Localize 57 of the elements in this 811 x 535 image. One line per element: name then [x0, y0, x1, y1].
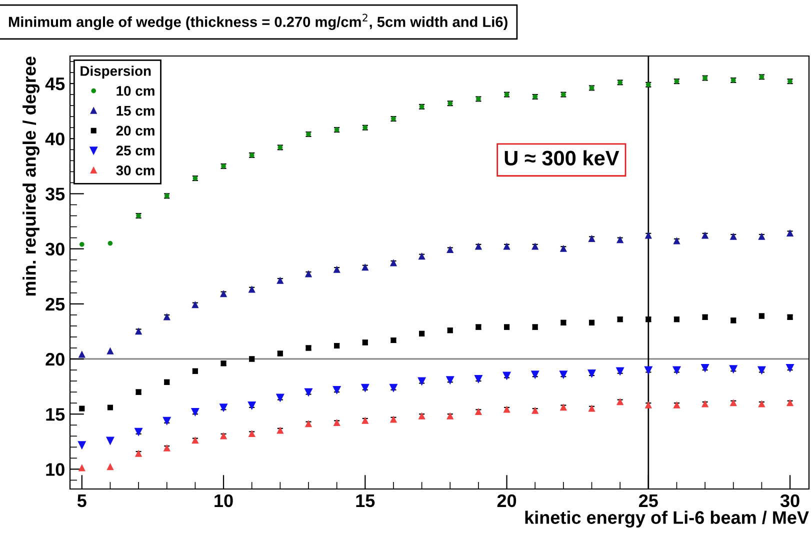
- point: [79, 406, 85, 412]
- point: [418, 377, 426, 385]
- point: [78, 441, 86, 449]
- legend-label: 25 cm: [116, 146, 154, 156]
- point: [333, 386, 341, 394]
- legend-title: Dispersion: [80, 66, 151, 79]
- point: [701, 364, 709, 372]
- x-tick-label: 5: [77, 494, 86, 508]
- y-tick-label: 10: [46, 463, 64, 476]
- point: [644, 366, 652, 374]
- point: [106, 436, 114, 444]
- point: [588, 369, 596, 378]
- y-tick-label: 45: [45, 78, 65, 90]
- point: [560, 370, 568, 378]
- point: [786, 364, 794, 372]
- x-tick-label: 30: [780, 494, 800, 508]
- legend-label: 15 cm: [116, 106, 154, 116]
- point: [361, 384, 369, 392]
- x-axis-title: kinetic energy of Li-6 beam / MeV: [525, 510, 809, 528]
- point: [134, 428, 142, 436]
- y-tick-label: 40: [45, 132, 64, 146]
- point: [502, 372, 511, 380]
- point: [191, 408, 200, 416]
- point: [78, 464, 86, 472]
- y-tick-label: 20: [46, 352, 64, 366]
- chart-title: Minimum angle of wedge (thickness = 0.270 mg/cm$^{2}$, 5cm width and Li6): [8, 14, 508, 30]
- x-tick-label: 10: [214, 494, 233, 508]
- point: [672, 366, 681, 374]
- legend-label: 10 cm: [116, 86, 154, 96]
- x-tick-label: 15: [356, 494, 375, 508]
- point: [758, 366, 766, 374]
- point: [248, 401, 256, 410]
- x-tick-label: 25: [638, 494, 658, 508]
- point: [531, 370, 539, 378]
- point: [276, 394, 284, 402]
- legend-label: 20 cm: [116, 126, 154, 136]
- point: [108, 240, 113, 246]
- y-tick-label: 25: [46, 298, 65, 311]
- y-tick-label: 15: [46, 408, 65, 421]
- point: [616, 367, 624, 375]
- annotation: U ≈ 300 keV: [504, 150, 620, 166]
- x-tick-label: 20: [497, 494, 516, 508]
- point: [107, 404, 113, 410]
- point: [163, 416, 171, 425]
- legend-label: 30 cm: [116, 166, 154, 176]
- point: [446, 376, 454, 384]
- point: [474, 375, 482, 383]
- y-axis-title: min. required angle / degree: [22, 56, 40, 296]
- point: [390, 384, 398, 392]
- point: [79, 242, 84, 247]
- point: [220, 404, 228, 412]
- point: [78, 351, 86, 358]
- point: [304, 388, 312, 396]
- point: [730, 365, 738, 373]
- point: [107, 464, 114, 470]
- y-tick-label: 30: [45, 242, 64, 256]
- y-tick-label: 35: [45, 188, 65, 200]
